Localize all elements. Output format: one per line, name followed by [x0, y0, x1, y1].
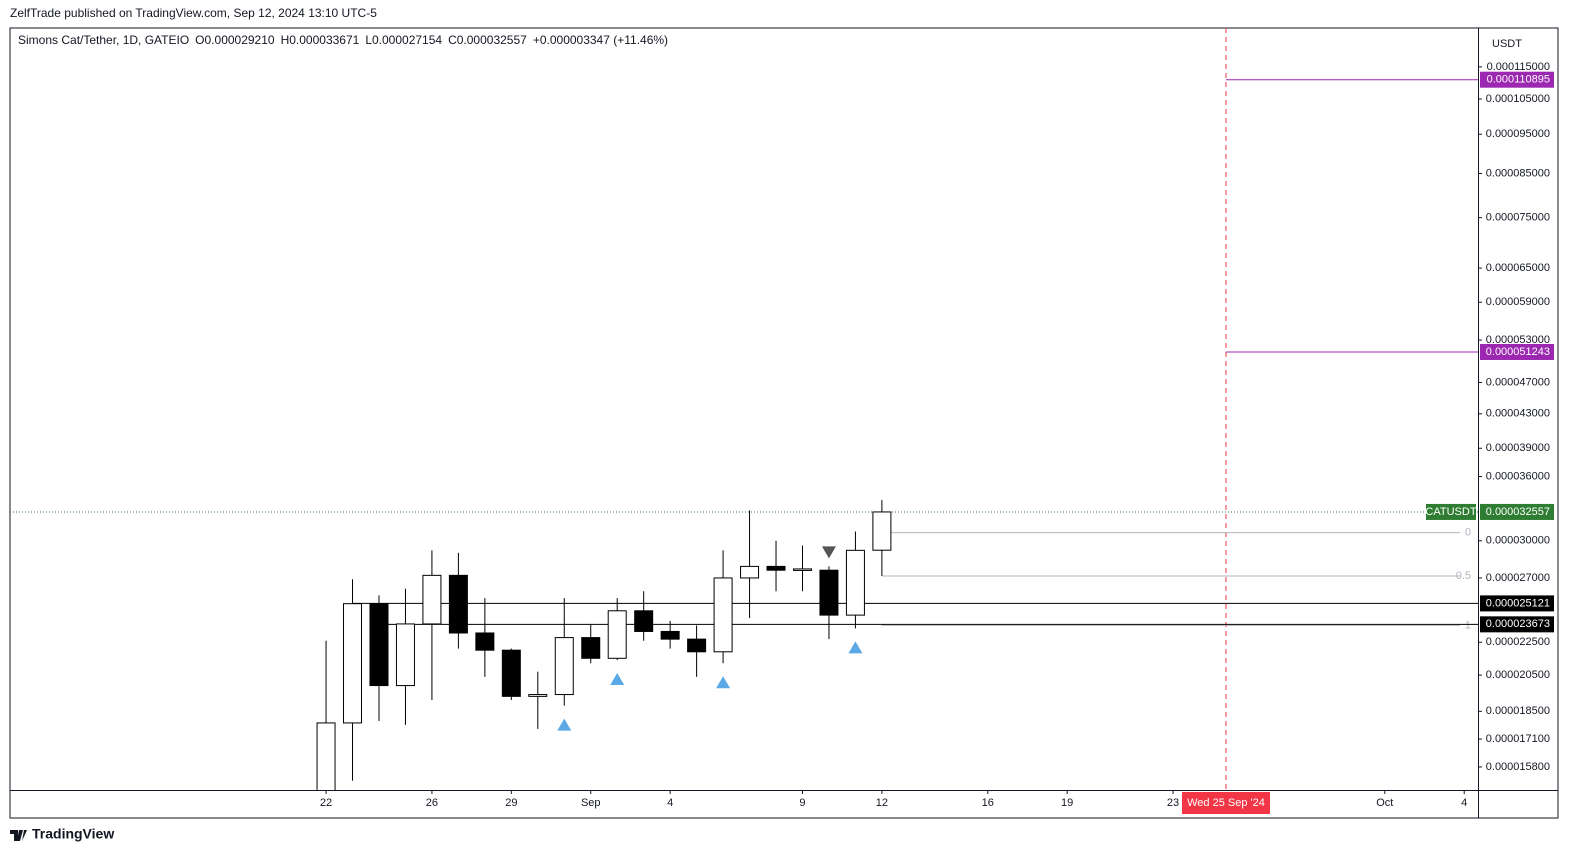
candle-body [316, 722, 336, 790]
candle-body [475, 632, 495, 651]
level-box [1480, 343, 1554, 360]
fib-label: 0 [1465, 527, 1471, 539]
legend: Simons Cat/Tether, 1D, GATEIO O0.00002921… [18, 33, 668, 47]
y-tick-label: 0.000020500 [1486, 669, 1550, 681]
legend-value: O0.000029210 [195, 33, 275, 47]
candle-body [845, 549, 865, 616]
y-tick-label: 0.000085000 [1486, 167, 1550, 179]
x-tick-label: 29 [505, 797, 517, 809]
buy-signal [557, 718, 572, 731]
candle-body [369, 603, 389, 687]
level-label: 0.000051243 [1486, 346, 1550, 358]
x-tick-label: 4 [1461, 797, 1467, 809]
y-tick-label: 0.000075000 [1486, 212, 1550, 224]
candle-body [528, 694, 548, 697]
y-tick-label: 0.000036000 [1486, 470, 1550, 482]
level-box [1480, 71, 1554, 88]
currency: USDT [1492, 38, 1522, 50]
candle-body [766, 565, 786, 571]
x-tick-label: 4 [667, 797, 673, 809]
y-tick-label: 0.000059000 [1486, 296, 1550, 308]
buy-signal [716, 676, 731, 689]
brand: TradingView [32, 826, 114, 842]
level-label: 0.000025121 [1486, 597, 1550, 609]
y-tick-label: 0.000030000 [1486, 535, 1550, 547]
level-label: 0.000023673 [1486, 618, 1550, 630]
y-tick-label: 0.000017100 [1486, 733, 1550, 745]
legend-value: C0.000032557 [448, 33, 527, 47]
y-tick-label: 0.000027000 [1486, 572, 1550, 584]
x-tick-label: 9 [799, 797, 805, 809]
x-tick-label: 22 [320, 797, 332, 809]
candle-body [819, 569, 839, 616]
fib-label: 0.5 [1456, 570, 1471, 582]
legend-value: L0.000027154 [365, 33, 442, 47]
level-label: 0.000110895 [1487, 74, 1550, 86]
y-tick-label: 0.000105000 [1486, 93, 1550, 105]
candle-body [607, 610, 627, 659]
last-price-box [1480, 503, 1554, 520]
candle-body [872, 511, 892, 551]
frame [9, 27, 1559, 819]
symbol-label: CATUSDT [1425, 506, 1476, 518]
date-marker-label: Wed 25 Sep '24 [1187, 797, 1265, 809]
last-price-label: 0.000032557 [1486, 506, 1550, 518]
y-tick-label: 0.000095000 [1486, 128, 1550, 140]
candle-body [634, 610, 654, 632]
level-box [1480, 595, 1554, 612]
sell-signal [821, 546, 836, 559]
x-tick-label: 12 [876, 797, 888, 809]
legend-value: +0.000003347 (+11.46%) [533, 33, 668, 47]
buy-signal [610, 672, 625, 685]
candle-body [422, 574, 442, 625]
candle-body [501, 649, 521, 697]
y-tick-label: 0.000053000 [1486, 334, 1550, 346]
candle-body [395, 623, 415, 687]
y-tick-label: 0.000018500 [1486, 705, 1550, 717]
candle-body [687, 638, 707, 653]
x-tick-label: 19 [1061, 797, 1073, 809]
candle-body [792, 568, 812, 571]
brand-logo [10, 830, 27, 841]
candle-body [713, 577, 733, 653]
y-tick-label: 0.000043000 [1486, 408, 1550, 420]
candle-body [343, 603, 363, 724]
y-tick-label: 0.000115000 [1487, 61, 1550, 73]
date-marker-box [1181, 792, 1270, 814]
y-tick-label: 0.000039000 [1486, 442, 1550, 454]
candle-body [740, 565, 760, 579]
candle-body [448, 574, 468, 634]
y-tick-label: 0.000047000 [1486, 376, 1550, 388]
plot-area: 00.51 [10, 28, 1478, 790]
legend-title: Simons Cat/Tether, 1D, GATEIO [18, 33, 189, 47]
x-tick-label: 16 [982, 797, 994, 809]
y-tick-label: 0.000015800 [1486, 761, 1550, 773]
x-tick-label: 26 [426, 797, 438, 809]
legend-value: H0.000033671 [281, 33, 360, 47]
axes: 0.000115000 0.000105000 0.000095000 0.00008… [320, 61, 1554, 814]
candle-body [554, 637, 574, 696]
x-tick-label: Sep [581, 797, 601, 809]
x-tick-label: 23 [1167, 797, 1179, 809]
y-tick-label: 0.000022500 [1486, 636, 1550, 648]
symbol-box [1426, 503, 1476, 520]
candle-body [660, 630, 680, 640]
level-box [1480, 616, 1554, 633]
x-tick-label: Oct [1376, 797, 1393, 809]
publisher: ZelfTrade published on TradingView.com, … [10, 6, 377, 20]
y-tick-label: 0.000065000 [1486, 262, 1550, 274]
fib-label: 1 [1465, 619, 1471, 631]
buy-signal [848, 641, 863, 654]
candle-body [581, 637, 601, 659]
